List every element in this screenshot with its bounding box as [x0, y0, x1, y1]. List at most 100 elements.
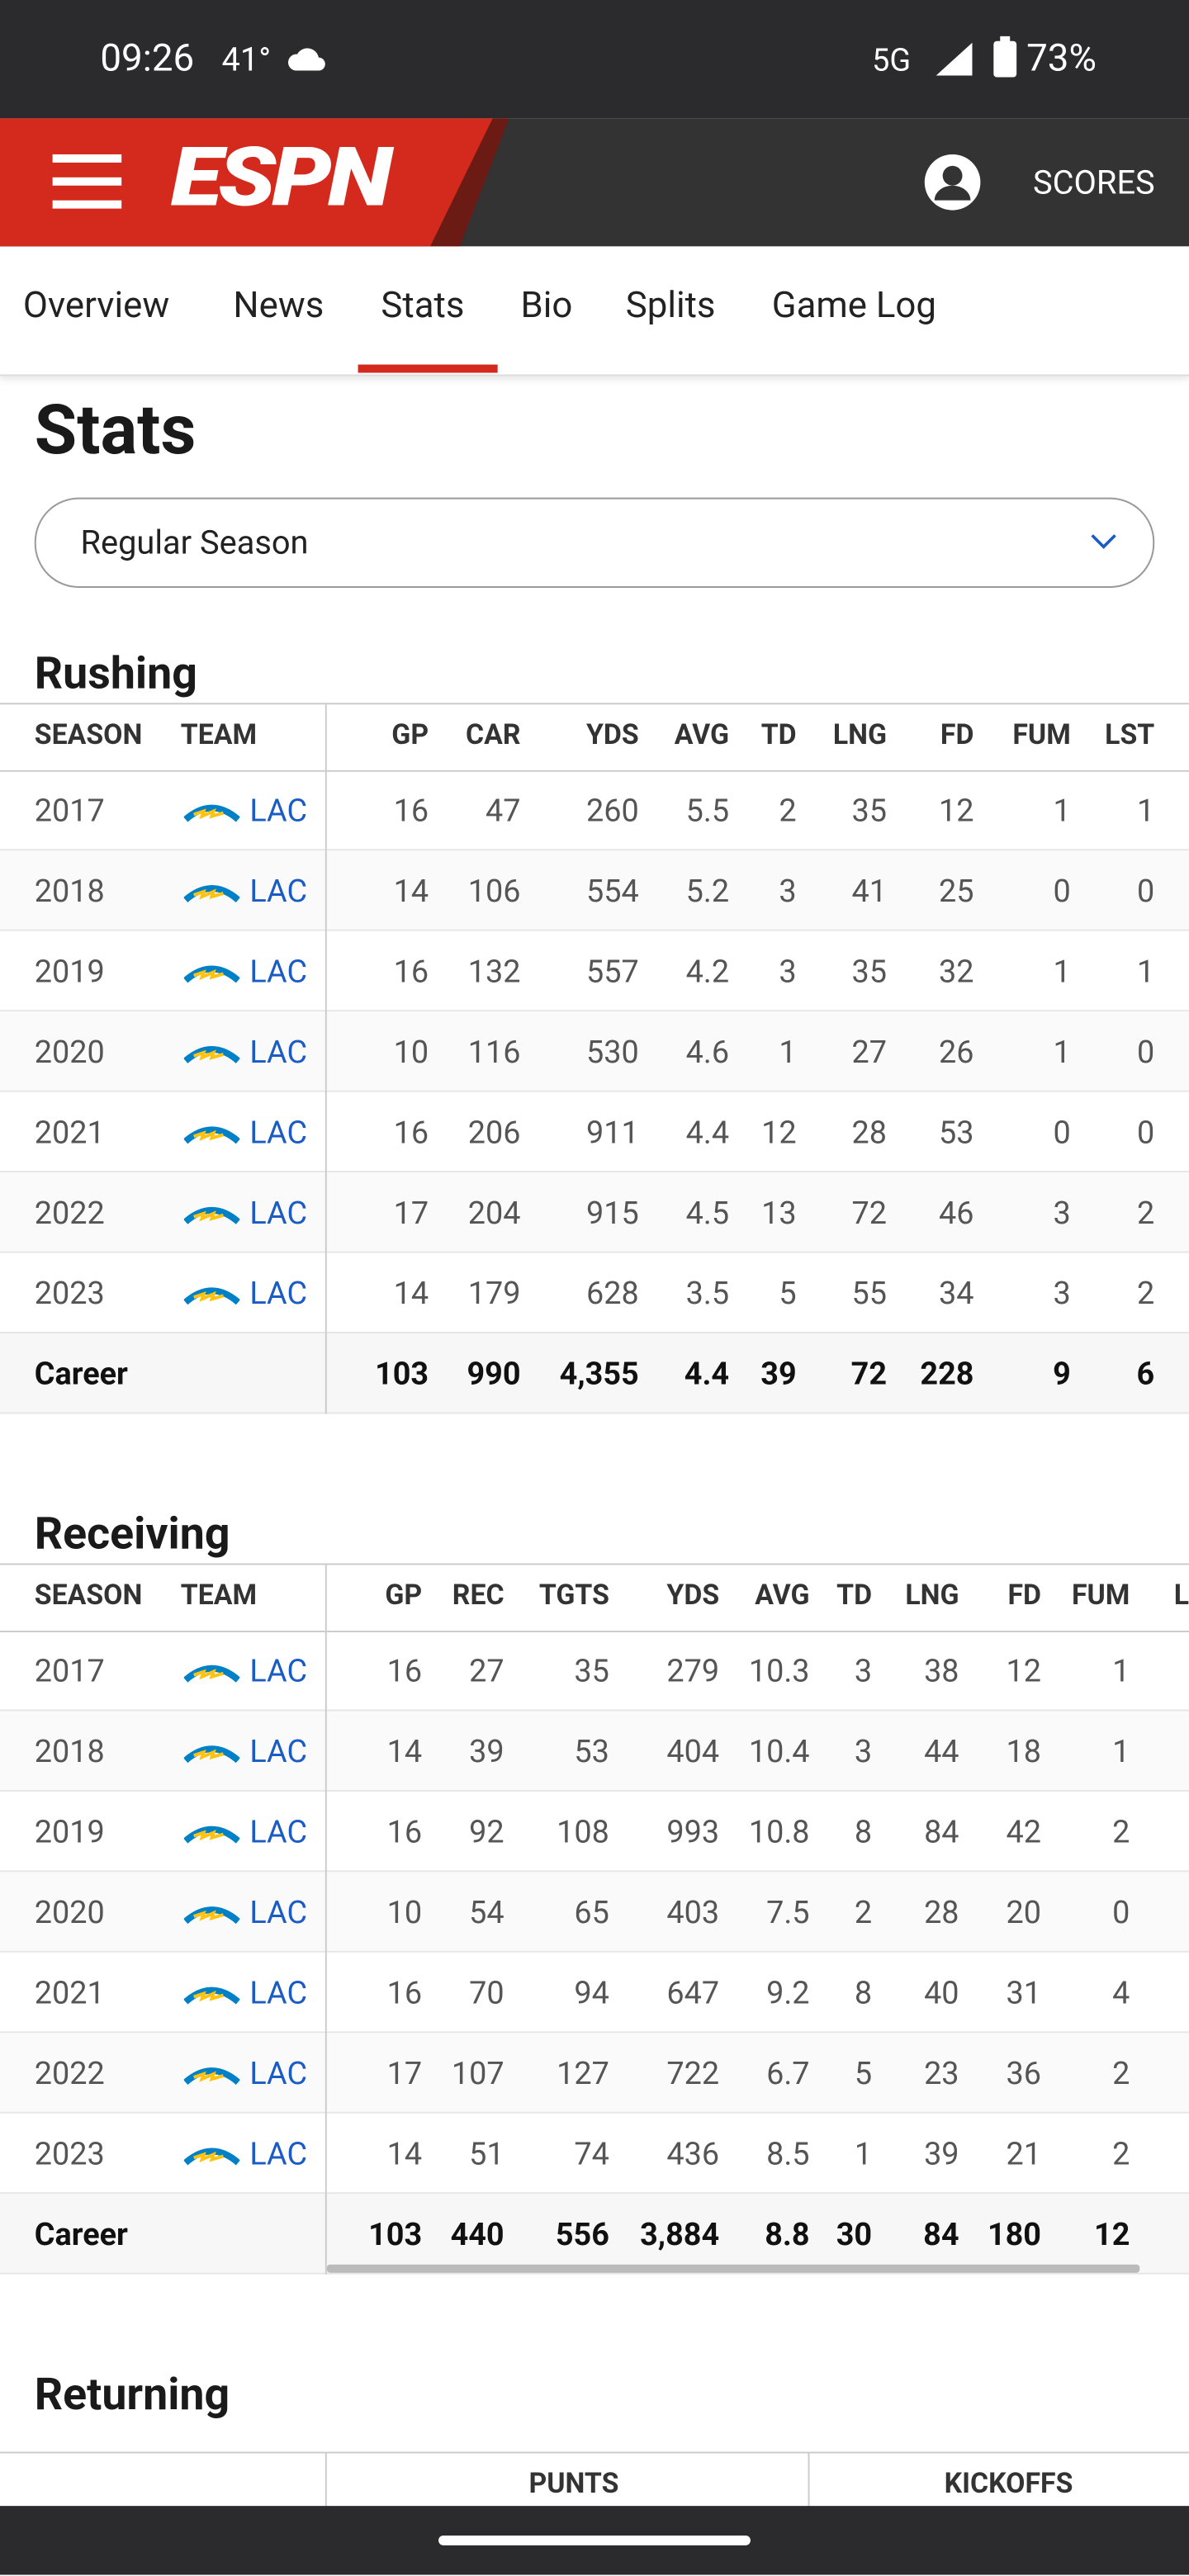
team-link[interactable]: LAC — [249, 1812, 308, 1851]
stat-cell: 42 — [1006, 1812, 1041, 1851]
stat-cell: 0 — [1053, 1113, 1071, 1152]
team-link[interactable]: LAC — [249, 1973, 308, 2012]
stat-cell: 2 — [854, 1893, 873, 1932]
scores-link[interactable]: SCORES — [1033, 162, 1155, 202]
team-link[interactable]: LAC — [249, 1893, 308, 1932]
tab[interactable]: Game Log — [771, 286, 936, 327]
tab[interactable]: News — [233, 286, 324, 327]
season-dropdown[interactable] — [34, 497, 1155, 589]
tab[interactable]: Splits — [625, 286, 716, 327]
team-logo — [183, 2147, 240, 2166]
stat-cell: 39 — [469, 1732, 504, 1771]
career-row — [0, 1333, 1189, 1414]
team-logo — [183, 1664, 240, 1683]
season: 2023 — [34, 1274, 105, 1313]
stat-cell: 34 — [938, 1274, 974, 1313]
table-border — [0, 2451, 1189, 2454]
stat-cell: 21 — [1006, 2134, 1041, 2173]
team-link[interactable]: LAC — [249, 1274, 308, 1313]
profile-icon[interactable] — [923, 153, 983, 212]
stat-cell: 8.5 — [766, 2134, 810, 2173]
season: 2020 — [34, 1893, 105, 1932]
team-logo — [183, 965, 240, 983]
team-link[interactable]: LAC — [249, 791, 308, 830]
stat-cell: 27 — [851, 1033, 888, 1071]
team-logo — [183, 1906, 240, 1925]
column-header: TD — [836, 1579, 873, 1613]
stat-cell: 204 — [467, 1193, 521, 1232]
espn-logo[interactable]: ESPN — [170, 131, 392, 227]
stat-cell: 32 — [938, 952, 974, 991]
career-cell: 12 — [1094, 2215, 1130, 2253]
column-header: AVG — [755, 1579, 810, 1613]
stat-cell: 10 — [393, 1033, 429, 1071]
stat-cell: 65 — [574, 1893, 609, 1932]
column-header: CAR — [465, 719, 521, 752]
stat-cell: 31 — [1006, 1973, 1041, 2012]
stat-cell: 8 — [854, 1812, 873, 1851]
returning-title: Returning — [34, 2368, 230, 2421]
season: 2017 — [34, 791, 105, 830]
stat-cell: 0 — [1136, 872, 1155, 910]
home-indicator[interactable] — [438, 2535, 751, 2545]
column-header: REC — [452, 1579, 504, 1613]
stat-cell: 206 — [467, 1113, 521, 1152]
stat-cell: 5.5 — [685, 791, 730, 830]
team-logo — [183, 1986, 240, 2005]
stat-cell: 3.5 — [685, 1274, 730, 1313]
group-header: PUNTS — [528, 2468, 619, 2502]
menu-button[interactable] — [43, 144, 131, 220]
stat-cell: 16 — [386, 1651, 423, 1690]
stat-cell: 179 — [467, 1274, 521, 1313]
signal-icon — [936, 42, 973, 76]
team-link[interactable]: LAC — [249, 2134, 308, 2173]
team-link[interactable]: LAC — [249, 1732, 308, 1771]
temp: 41° — [221, 39, 272, 79]
stat-cell: 20 — [1006, 1893, 1041, 1932]
team-link[interactable]: LAC — [249, 872, 308, 910]
stat-cell: 16 — [393, 1113, 429, 1152]
stat-cell: 647 — [666, 1973, 720, 2012]
battery-icon — [993, 36, 1017, 78]
time: 09:26 — [100, 36, 195, 81]
stat-cell: 14 — [386, 2134, 423, 2173]
stat-cell: 14 — [393, 1274, 429, 1313]
cloud-icon — [288, 48, 325, 71]
team-link[interactable]: LAC — [249, 2054, 308, 2092]
stat-cell: 1 — [1112, 1732, 1130, 1771]
stat-cell: 4.2 — [685, 952, 730, 991]
stat-cell: 14 — [386, 1732, 423, 1771]
season: 2019 — [34, 952, 105, 991]
season: 2018 — [34, 872, 105, 910]
column-header: GP — [385, 1579, 423, 1613]
stat-cell: 23 — [924, 2054, 959, 2092]
team-link[interactable]: LAC — [249, 1193, 308, 1232]
tab[interactable]: Overview — [22, 286, 170, 327]
team-link[interactable]: LAC — [249, 1651, 308, 1690]
stat-cell: 18 — [1006, 1732, 1041, 1771]
stat-cell: 92 — [469, 1812, 504, 1851]
column-header: SEASON — [34, 719, 143, 752]
stat-cell: 16 — [386, 1812, 423, 1851]
tab[interactable]: Bio — [520, 286, 573, 327]
stat-cell: 2 — [779, 791, 797, 830]
season: 2020 — [34, 1033, 105, 1071]
table-border — [0, 1631, 1189, 1633]
stat-cell: 5 — [779, 1274, 797, 1313]
team-logo — [183, 1745, 240, 1764]
stat-cell: 16 — [393, 791, 429, 830]
stat-cell: 0 — [1136, 1033, 1155, 1071]
career-cell: 556 — [555, 2215, 609, 2253]
stat-cell: 17 — [393, 1193, 429, 1232]
team-link[interactable]: LAC — [249, 952, 308, 991]
stat-cell: 41 — [851, 872, 888, 910]
stat-cell: 127 — [557, 2054, 609, 2092]
career-cell: 8.8 — [765, 2215, 810, 2253]
team-link[interactable]: LAC — [249, 1033, 308, 1071]
stat-cell: 2 — [1112, 1812, 1130, 1851]
stat-cell: 1 — [1053, 1033, 1071, 1071]
tab[interactable]: Stats — [381, 286, 465, 327]
team-link[interactable]: LAC — [249, 1113, 308, 1152]
stat-cell: 557 — [585, 952, 639, 991]
stat-cell: 3 — [1053, 1193, 1071, 1232]
